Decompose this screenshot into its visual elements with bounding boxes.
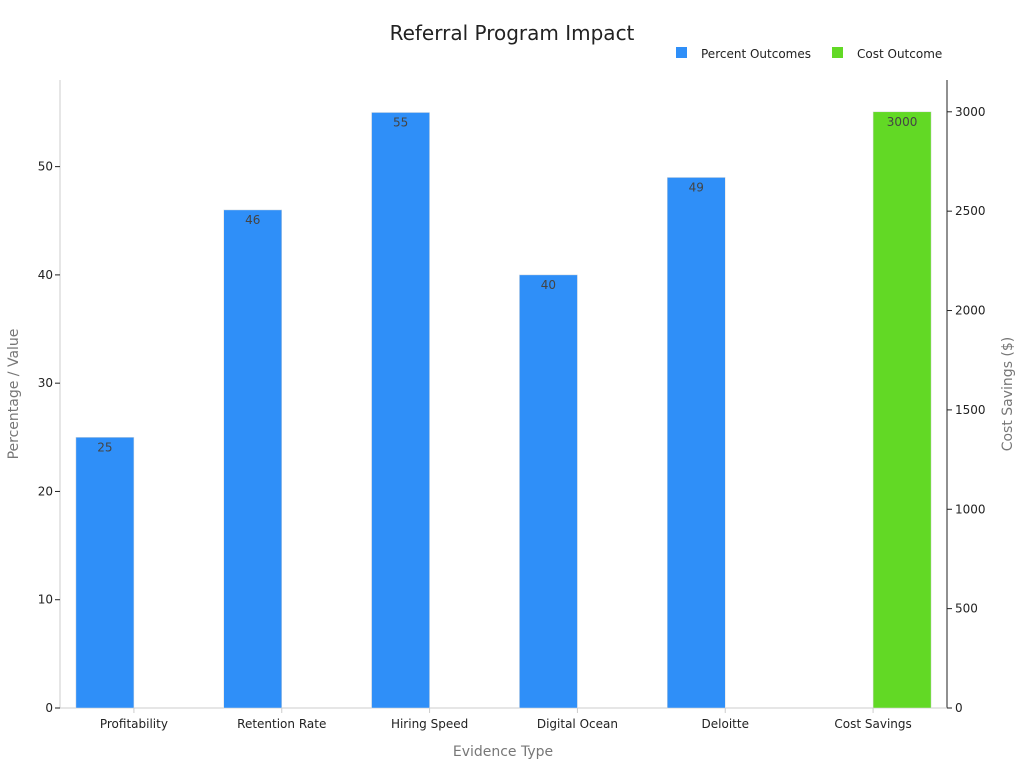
bar-hiring-speed [371, 112, 430, 709]
y-axis-ticks: 0 10 20 30 40 50 [38, 160, 60, 715]
bar-retention-rate [223, 209, 282, 709]
x-tick-label-digital-ocean: Digital Ocean [537, 717, 618, 731]
data-label-hiring-speed: 55 [393, 115, 408, 129]
y2-tick-label: 500 [955, 602, 978, 616]
x-tick-label-deloitte: Deloitte [702, 717, 749, 731]
y2-tick-label: 0 [955, 701, 963, 715]
bar-cost-savings [872, 111, 932, 709]
x-axis-ticks: Profitability Retention Rate Hiring Speed D… [100, 708, 912, 731]
y-tick-label: 0 [45, 701, 53, 715]
y2-tick-label: 3000 [955, 105, 986, 119]
data-label-digital-ocean: 40 [541, 278, 556, 292]
y-tick-label: 30 [38, 376, 53, 390]
bars: 25 46 55 40 49 3000 [75, 111, 932, 709]
data-label-retention-rate: 46 [245, 213, 260, 227]
chart-title: Referral Program Impact [390, 21, 635, 45]
bar-deloitte [667, 177, 726, 709]
y2-tick-label: 2000 [955, 304, 986, 318]
x-tick-label-hiring-speed: Hiring Speed [391, 717, 468, 731]
legend-swatch-cost-outcome [832, 47, 843, 58]
x-tick-label-cost-savings: Cost Savings [834, 717, 911, 731]
y2-tick-label: 2500 [955, 204, 986, 218]
y-tick-label: 40 [38, 268, 53, 282]
data-label-cost-savings: 3000 [887, 115, 918, 129]
y-tick-label: 50 [38, 160, 53, 174]
legend-label-cost-outcome: Cost Outcome [857, 47, 942, 61]
legend: Percent Outcomes Cost Outcome [676, 47, 942, 61]
y-axis-title: Percentage / Value [6, 329, 22, 460]
data-label-profitability: 25 [97, 440, 112, 454]
x-axis-title: Evidence Type [453, 744, 553, 760]
x-tick-label-retention-rate: Retention Rate [237, 717, 326, 731]
y2-tick-label: 1500 [955, 403, 986, 417]
data-label-deloitte: 49 [689, 180, 704, 194]
y2-axis-title: Cost Savings ($) [1000, 337, 1016, 452]
legend-label-percent-outcomes: Percent Outcomes [701, 47, 811, 61]
bar-profitability [75, 437, 135, 709]
y-tick-label: 20 [38, 484, 53, 498]
y2-tick-label: 1000 [955, 502, 986, 516]
bar-digital-ocean [519, 274, 578, 709]
y-tick-label: 10 [38, 593, 53, 607]
legend-swatch-percent-outcomes [676, 47, 687, 58]
x-tick-label-profitability: Profitability [100, 717, 168, 731]
y2-axis-ticks: 0 500 1000 1500 2000 2500 3000 [947, 105, 986, 715]
